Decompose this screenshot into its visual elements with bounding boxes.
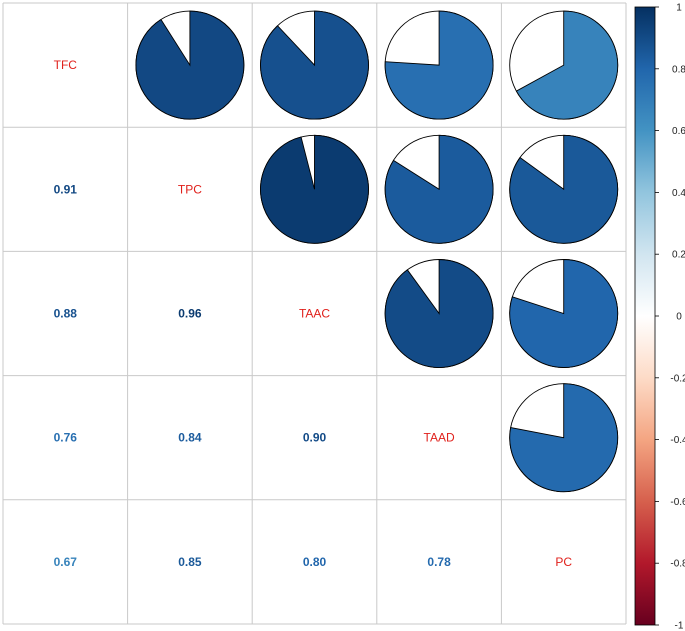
colorbar-tick-label: 1	[676, 3, 682, 14]
colorbar-tick-label: -0.6	[670, 497, 685, 508]
coefficient-label: 0.91	[54, 182, 78, 196]
pie-mark	[384, 10, 494, 120]
pie-slice	[509, 383, 619, 493]
colorbar-tick-label: 0	[676, 312, 682, 323]
coefficient-label: 0.78	[427, 555, 451, 569]
color-legend: 1 0.8 0.6 0.4 0.2 0 -0.2 -0.4 -0.6 -0.8 -1	[634, 3, 685, 631]
coefficient-label: 0.85	[178, 555, 202, 569]
colorbar-tick-label: -0.2	[670, 373, 685, 384]
pie-mark	[260, 10, 369, 120]
pie-mark	[260, 134, 369, 244]
pie-slice	[384, 134, 494, 244]
colorbar-tick-label: -1	[675, 621, 684, 631]
variable-label-tfc: TFC	[54, 58, 78, 72]
colorbar-tick-label: 0.4	[672, 188, 685, 199]
variable-label-tpc: TPC	[178, 182, 202, 196]
coefficient-label: 0.96	[178, 307, 202, 321]
matrix-cells: TFC 0.91 TPC 0.88 0.96 TAAC 0.76 0.84 0.90 TAAD 0.…	[54, 10, 619, 569]
pie-mark	[509, 134, 619, 244]
pie-slice	[384, 259, 494, 368]
pie-slice	[515, 10, 619, 120]
coefficient-label: 0.76	[54, 431, 78, 445]
colorbar	[634, 6, 656, 626]
pie-slice	[260, 10, 369, 120]
pie-mark	[384, 259, 494, 368]
colorbar-tick-label: 0.8	[672, 64, 685, 75]
coefficient-label: 0.88	[54, 307, 78, 321]
colorbar-tick-label: -0.8	[670, 559, 685, 570]
coefficient-label: 0.90	[303, 431, 327, 445]
coefficient-label: 0.84	[178, 431, 202, 445]
pie-slice	[384, 10, 494, 120]
pie-mark	[509, 383, 619, 493]
coefficient-label: 0.67	[54, 555, 78, 569]
coefficient-label: 0.80	[303, 555, 327, 569]
pie-mark	[509, 259, 619, 368]
grid-lines	[2, 2, 627, 625]
pie-slice	[260, 134, 369, 244]
colorbar-tick-label: 0.6	[672, 126, 685, 137]
pie-mark	[135, 10, 245, 120]
variable-label-taad: TAAD	[424, 431, 455, 445]
pie-mark	[384, 134, 494, 244]
pie-slice	[135, 10, 245, 120]
pie-mark	[509, 10, 619, 120]
pie-slice	[509, 259, 619, 368]
colorbar-tick-label: 0.2	[672, 250, 685, 261]
pie-slice	[509, 134, 619, 244]
variable-label-taac: TAAC	[299, 307, 330, 321]
variable-label-pc: PC	[555, 555, 572, 569]
colorbar-tick-label: -0.4	[670, 435, 685, 446]
